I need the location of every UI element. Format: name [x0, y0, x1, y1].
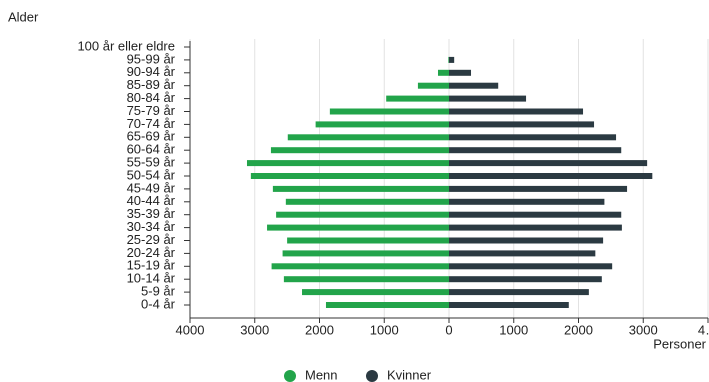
bar — [250, 173, 449, 179]
y-tick-label: 0-4 år — [141, 296, 176, 311]
y-tick-label: 30-34 år — [127, 219, 176, 234]
bar — [449, 224, 622, 231]
bar — [449, 237, 604, 244]
bar — [449, 95, 527, 102]
x-tick-label: 2000 — [564, 322, 593, 337]
y-tick-label: 25-29 år — [127, 232, 176, 247]
y-axis-label: Alder — [8, 9, 39, 24]
legend-label: Menn — [305, 367, 338, 382]
y-tick-label: 50-54 år — [127, 167, 176, 182]
y-tick-label: 15-19 år — [127, 258, 176, 273]
bar — [449, 276, 602, 283]
bar — [449, 69, 472, 76]
y-tick-label: 75-79 år — [127, 103, 176, 118]
bar — [282, 250, 449, 257]
x-tick-label: 0 — [445, 322, 452, 337]
bar — [449, 160, 648, 167]
y-tick-label: 40-44 år — [127, 193, 176, 208]
x-tick-label: 4000 — [176, 322, 205, 337]
y-tick-label: 80-84 år — [127, 90, 176, 105]
bar — [449, 250, 596, 257]
bar — [449, 134, 617, 141]
y-tick-label: 65-69 år — [127, 129, 176, 144]
bar — [315, 121, 449, 128]
bar — [449, 198, 605, 205]
y-tick-label: 100 år eller eldre — [77, 38, 175, 53]
legend-marker — [366, 370, 378, 382]
bar — [272, 185, 449, 192]
bar — [246, 160, 449, 167]
bar — [283, 276, 449, 283]
bar — [276, 211, 449, 218]
bar — [386, 95, 449, 102]
bar — [449, 108, 584, 115]
bar — [448, 56, 449, 63]
x-tick-label: 1000 — [499, 322, 528, 337]
y-tick-label: 35-39 år — [127, 206, 176, 221]
bar — [437, 69, 449, 76]
y-tick-label: 55-59 år — [127, 155, 176, 170]
legend-label: Kvinner — [387, 367, 432, 382]
x-axis-label: Personer — [653, 336, 706, 351]
x-tick-label: 3000 — [240, 322, 269, 337]
bar — [449, 147, 622, 154]
y-tick-label: 10-14 år — [127, 271, 176, 286]
bar — [449, 82, 499, 89]
x-tick-label: 2000 — [305, 322, 334, 337]
bar — [325, 302, 449, 308]
bar — [285, 198, 449, 205]
y-tick-label: 20-24 år — [127, 245, 176, 260]
bar — [449, 263, 613, 270]
y-tick-label: 70-74 år — [127, 116, 176, 131]
bar — [449, 173, 653, 179]
bar — [449, 185, 628, 192]
y-tick-label: 5-9 år — [141, 284, 176, 299]
bar — [329, 108, 449, 115]
bar — [449, 56, 455, 63]
bar — [449, 289, 589, 296]
bar — [449, 211, 622, 218]
bar — [449, 121, 595, 128]
bar — [287, 134, 449, 141]
y-tick-label: 45-49 år — [127, 180, 176, 195]
x-tick-label: 3000 — [629, 322, 658, 337]
y-tick-label: 85-89 år — [127, 77, 176, 92]
x-tick-label: 4… — [698, 322, 709, 337]
y-tick-label: 90-94 år — [127, 64, 176, 79]
y-tick-label: 95-99 år — [127, 51, 176, 66]
bar — [417, 82, 449, 89]
bar — [267, 224, 449, 231]
bar — [271, 263, 449, 270]
bar — [449, 302, 569, 308]
y-tick-label: 60-64 år — [127, 142, 176, 157]
bar — [270, 147, 449, 154]
legend-marker — [284, 370, 296, 382]
bar — [287, 237, 449, 244]
x-tick-label: 1000 — [370, 322, 399, 337]
bar — [302, 289, 449, 296]
